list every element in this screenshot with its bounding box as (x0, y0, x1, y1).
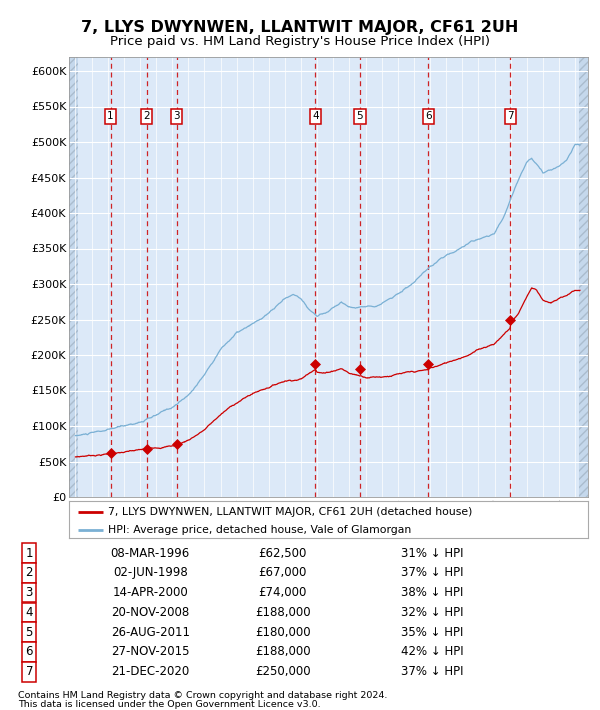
Text: 37% ↓ HPI: 37% ↓ HPI (401, 665, 464, 678)
Text: 7, LLYS DWYNWEN, LLANTWIT MAJOR, CF61 2UH: 7, LLYS DWYNWEN, LLANTWIT MAJOR, CF61 2U… (82, 20, 518, 35)
Text: 2: 2 (26, 567, 33, 579)
Text: £62,500: £62,500 (259, 547, 307, 559)
Text: 27-NOV-2015: 27-NOV-2015 (111, 645, 190, 658)
Text: 6: 6 (425, 111, 432, 121)
Text: 08-MAR-1996: 08-MAR-1996 (110, 547, 190, 559)
Text: 6: 6 (26, 645, 33, 658)
Bar (579, 57, 588, 497)
Text: 26-AUG-2011: 26-AUG-2011 (111, 626, 190, 639)
Text: Contains HM Land Registry data © Crown copyright and database right 2024.: Contains HM Land Registry data © Crown c… (18, 691, 388, 700)
Text: 14-APR-2000: 14-APR-2000 (112, 586, 188, 599)
Text: £250,000: £250,000 (255, 665, 311, 678)
Text: £188,000: £188,000 (255, 606, 311, 619)
Text: 02-JUN-1998: 02-JUN-1998 (113, 567, 188, 579)
Text: 1: 1 (107, 111, 114, 121)
Text: 21-DEC-2020: 21-DEC-2020 (111, 665, 190, 678)
Text: 35% ↓ HPI: 35% ↓ HPI (401, 626, 464, 639)
Text: 31% ↓ HPI: 31% ↓ HPI (401, 547, 464, 559)
Text: £180,000: £180,000 (255, 626, 311, 639)
Text: 3: 3 (173, 111, 180, 121)
Text: 7: 7 (507, 111, 514, 121)
Text: This data is licensed under the Open Government Licence v3.0.: This data is licensed under the Open Gov… (18, 699, 320, 709)
Text: 1: 1 (26, 547, 33, 559)
Text: 4: 4 (26, 606, 33, 619)
Text: £188,000: £188,000 (255, 645, 311, 658)
Text: 3: 3 (26, 586, 33, 599)
Text: 42% ↓ HPI: 42% ↓ HPI (401, 645, 464, 658)
Text: £74,000: £74,000 (259, 586, 307, 599)
Text: 7: 7 (26, 665, 33, 678)
Text: 37% ↓ HPI: 37% ↓ HPI (401, 567, 464, 579)
Text: 7, LLYS DWYNWEN, LLANTWIT MAJOR, CF61 2UH (detached house): 7, LLYS DWYNWEN, LLANTWIT MAJOR, CF61 2U… (108, 507, 472, 517)
Text: 20-NOV-2008: 20-NOV-2008 (111, 606, 190, 619)
Text: 38% ↓ HPI: 38% ↓ HPI (401, 586, 464, 599)
Text: 5: 5 (26, 626, 33, 639)
Text: 32% ↓ HPI: 32% ↓ HPI (401, 606, 464, 619)
Text: £67,000: £67,000 (259, 567, 307, 579)
Text: 4: 4 (312, 111, 319, 121)
Bar (69, 57, 78, 497)
Text: HPI: Average price, detached house, Vale of Glamorgan: HPI: Average price, detached house, Vale… (108, 525, 411, 535)
Text: 5: 5 (356, 111, 363, 121)
Text: Price paid vs. HM Land Registry's House Price Index (HPI): Price paid vs. HM Land Registry's House … (110, 36, 490, 48)
Text: 2: 2 (143, 111, 150, 121)
